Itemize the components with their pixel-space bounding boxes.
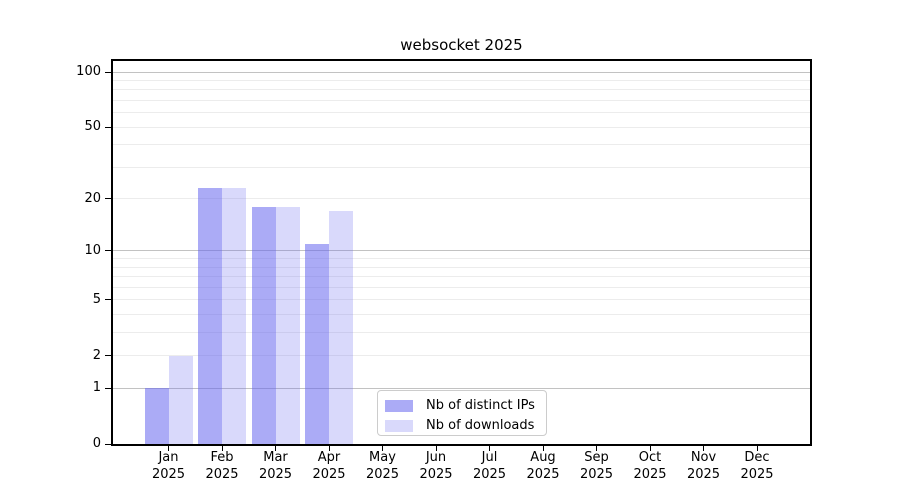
y-tick-label-10: 10 xyxy=(84,242,101,258)
y-tick-label-5: 5 xyxy=(92,291,101,307)
gridline-80 xyxy=(113,89,810,91)
x-tick-jun xyxy=(435,446,437,452)
x-tick-label-oct: Oct 2025 xyxy=(633,450,667,483)
legend-swatch-distinct-ips xyxy=(385,400,413,412)
x-tick-label-jan: Jan 2025 xyxy=(151,450,186,483)
x-tick-label-jul: Jul 2025 xyxy=(472,450,507,483)
x-tick-may xyxy=(382,446,383,452)
y-tick-2 xyxy=(105,355,111,357)
y-tick-10 xyxy=(105,250,111,252)
y-tick-0 xyxy=(105,443,111,445)
x-tick-aug xyxy=(542,446,544,452)
bar-downloads-mar xyxy=(275,206,300,445)
legend-item-distinct-ips: Nb of distinct IPs xyxy=(385,398,536,414)
gridline-5 xyxy=(113,299,810,301)
gridline-60 xyxy=(113,112,810,114)
gridline-10 xyxy=(113,250,810,252)
legend-label-distinct-ips: Nb of distinct IPs xyxy=(426,398,535,413)
bar-ips-mar xyxy=(251,206,276,445)
x-tick-dec xyxy=(756,446,758,452)
gridline-2 xyxy=(113,355,810,357)
x-tick-jan xyxy=(168,446,169,452)
legend: Nb of distinct IPs Nb of downloads xyxy=(377,390,547,436)
x-tick-label-may: May 2025 xyxy=(365,450,400,483)
gridline-50 xyxy=(113,126,810,128)
legend-swatch-downloads xyxy=(385,420,413,432)
y-tick-label-2: 2 xyxy=(92,347,101,363)
gridline-40 xyxy=(113,144,810,146)
x-tick-mar xyxy=(275,446,276,452)
y-tick-5 xyxy=(105,299,111,301)
x-tick-apr xyxy=(328,446,330,452)
gridline-30 xyxy=(113,166,810,168)
gridline-100 xyxy=(113,71,810,73)
gridline-1 xyxy=(113,387,810,389)
gridline-8 xyxy=(113,266,810,268)
x-tick-feb xyxy=(221,446,223,452)
x-tick-label-apr: Apr 2025 xyxy=(312,450,346,483)
y-tick-label-1: 1 xyxy=(92,380,101,396)
x-tick-oct xyxy=(649,446,651,452)
x-tick-label-mar: Mar 2025 xyxy=(258,450,293,483)
bar-ips-jan xyxy=(144,388,169,445)
legend-label-downloads: Nb of downloads xyxy=(426,418,535,433)
gridline-7 xyxy=(113,276,810,278)
x-tick-label-jun: Jun 2025 xyxy=(419,450,453,483)
x-tick-nov xyxy=(703,446,704,452)
x-tick-label-sep: Sep 2025 xyxy=(579,450,614,483)
bar-downloads-feb xyxy=(222,188,246,445)
x-tick-jul xyxy=(489,446,490,452)
gridline-6 xyxy=(113,286,810,288)
y-tick-label-50: 50 xyxy=(84,119,101,135)
y-tick-label-100: 100 xyxy=(76,64,101,80)
bar-ips-apr xyxy=(305,243,329,445)
bar-downloads-jan xyxy=(168,355,193,445)
y-tick-20 xyxy=(105,198,111,200)
x-tick-label-feb: Feb 2025 xyxy=(205,450,239,483)
y-tick-50 xyxy=(105,126,111,128)
y-tick-label-20: 20 xyxy=(84,190,101,206)
x-tick-sep xyxy=(596,446,597,452)
gridline-90 xyxy=(113,80,810,82)
y-tick-1 xyxy=(105,387,111,389)
x-tick-label-aug: Aug 2025 xyxy=(526,450,560,483)
gridline-4 xyxy=(113,314,810,316)
chart-title: websocket 2025 xyxy=(400,36,523,54)
y-tick-label-0: 0 xyxy=(92,436,101,452)
gridline-70 xyxy=(113,100,810,102)
y-tick-100 xyxy=(105,71,111,73)
x-tick-label-dec: Dec 2025 xyxy=(740,450,774,483)
gridline-20 xyxy=(113,198,810,200)
bar-ips-feb xyxy=(198,188,222,445)
gridline-9 xyxy=(113,258,810,260)
x-tick-label-nov: Nov 2025 xyxy=(686,450,721,483)
legend-item-downloads: Nb of downloads xyxy=(385,418,536,434)
gridline-3 xyxy=(113,332,810,334)
bar-downloads-apr xyxy=(329,211,353,445)
